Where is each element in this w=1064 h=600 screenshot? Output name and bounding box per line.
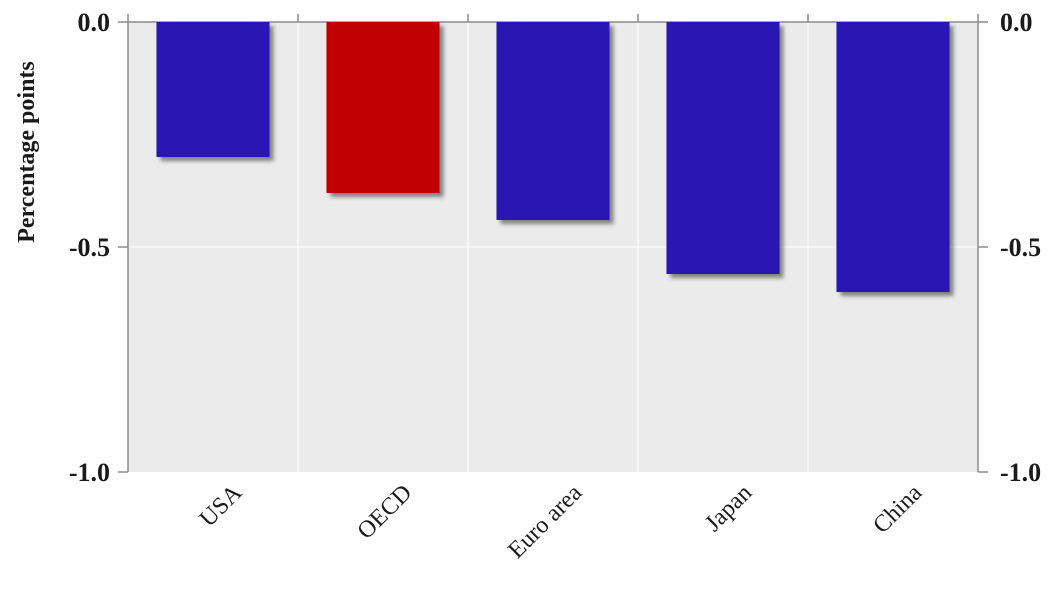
bars (156, 22, 950, 292)
y-tick-label-left: 0.0 (78, 8, 111, 37)
y-tick-label-right: -0.5 (1000, 233, 1041, 262)
bar-china (836, 22, 950, 292)
y-tick-labels-right: 0.0 -0.5 -1.0 (1000, 8, 1041, 487)
category-label-china: China (868, 480, 927, 539)
bar-usa (156, 22, 270, 157)
bar-japan (666, 22, 780, 274)
y-tick-label-right: 0.0 (1000, 8, 1033, 37)
category-labels: USA OECD Euro area Japan China (195, 479, 928, 563)
y-tick-labels-left: 0.0 -0.5 -1.0 (69, 8, 110, 487)
y-tick-label-right: -1.0 (1000, 458, 1041, 487)
category-label-euro-area: Euro area (503, 480, 587, 564)
category-label-oecd: OECD (353, 480, 418, 545)
y-tick-label-left: -1.0 (69, 458, 110, 487)
y-tick-label-left: -0.5 (69, 233, 110, 262)
category-label-japan: Japan (700, 480, 757, 537)
category-label-usa: USA (195, 479, 248, 532)
y-axis-title: Percentage points (14, 61, 40, 243)
bar-euro-area (496, 22, 610, 220)
grid-lines (128, 22, 978, 472)
bar-oecd (326, 22, 440, 193)
